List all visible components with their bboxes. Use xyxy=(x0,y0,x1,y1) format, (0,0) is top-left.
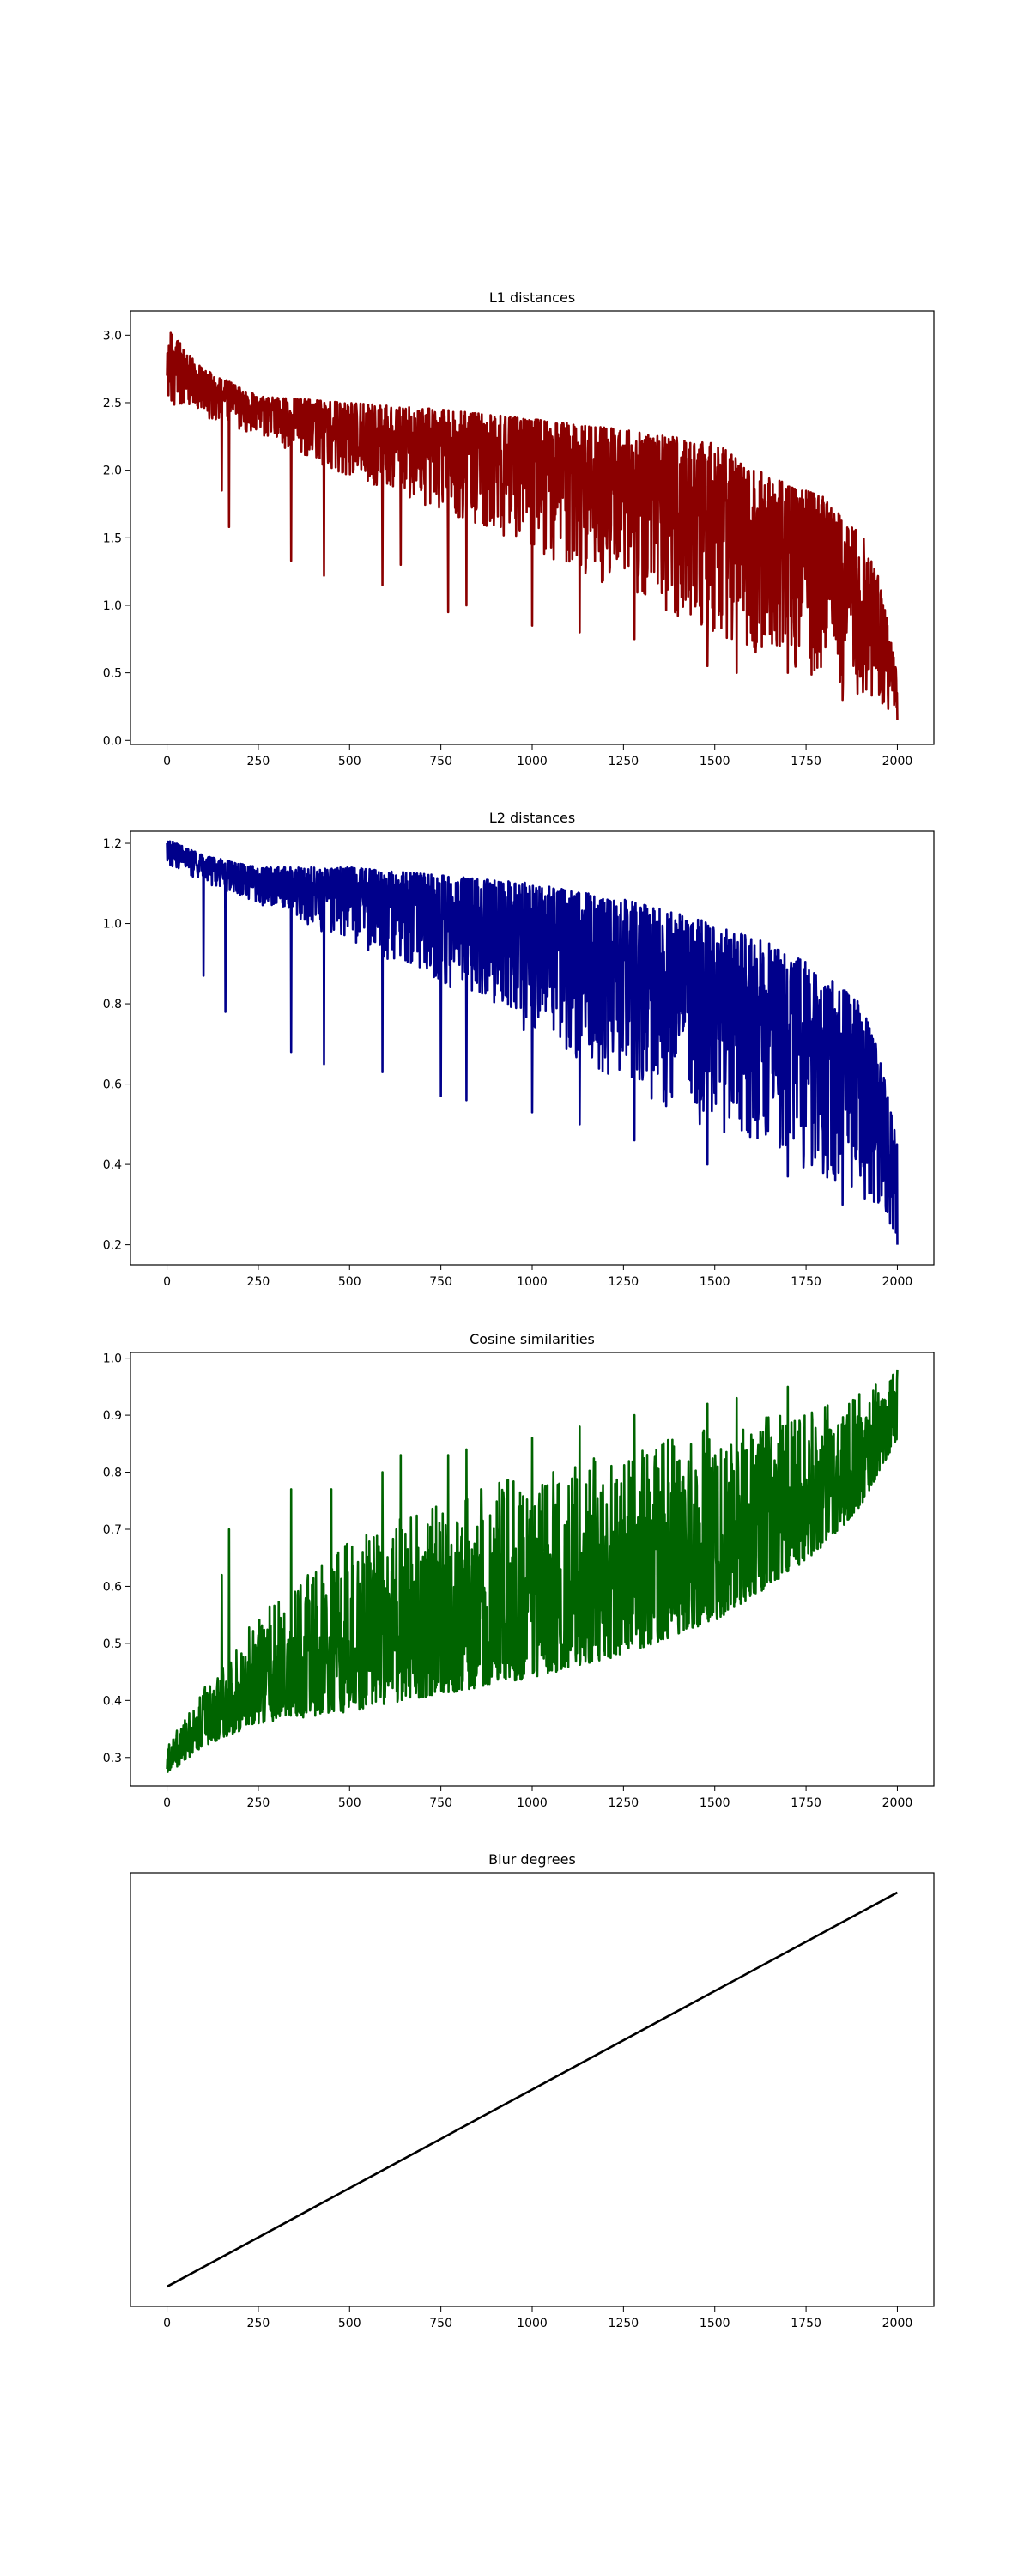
y-tick-label: 0.8 xyxy=(103,1467,122,1480)
y-tick-label: 3.0 xyxy=(103,329,122,343)
y-tick-label: 0.7 xyxy=(103,1523,122,1537)
x-tick-label: 1000 xyxy=(517,2317,548,2330)
x-tick-label: 2000 xyxy=(882,1275,913,1289)
x-tick-label: 2000 xyxy=(882,755,913,769)
y-tick-label: 0.9 xyxy=(103,1409,122,1423)
x-tick-label: 0 xyxy=(163,755,171,769)
x-tick-label: 500 xyxy=(338,1275,361,1289)
x-tick-label: 2000 xyxy=(882,2317,913,2330)
y-tick-label: 2.5 xyxy=(103,397,122,410)
x-tick-label: 500 xyxy=(338,755,361,769)
x-tick-label: 1250 xyxy=(609,2317,639,2330)
x-tick-label: 1750 xyxy=(791,2317,821,2330)
x-tick-label: 750 xyxy=(429,2317,452,2330)
y-tick-label: 0.6 xyxy=(103,1078,122,1092)
y-tick-label: 0.0 xyxy=(103,734,122,748)
chart-3: Blur degrees 0 250 500 750 1000 1250 1500 1750 20… xyxy=(130,1851,935,2330)
x-tick-label: 1500 xyxy=(700,2317,730,2330)
x-tick-label: 0 xyxy=(163,1275,171,1289)
y-tick-label: 1.2 xyxy=(103,837,122,851)
x-tick-label: 2000 xyxy=(882,1796,913,1810)
chart-title: L1 distances xyxy=(489,289,575,306)
x-tick-label: 1000 xyxy=(517,1796,548,1810)
chart-title: L2 distances xyxy=(489,810,575,826)
series-line xyxy=(166,1891,899,2288)
x-tick-label: 1000 xyxy=(517,755,548,769)
x-tick-label: 250 xyxy=(247,2317,270,2330)
y-tick-label: 0.8 xyxy=(103,998,122,1012)
x-tick-label: 750 xyxy=(429,1796,452,1810)
y-tick-label: 0.4 xyxy=(103,1158,122,1172)
y-tick-label: 0.6 xyxy=(103,1580,122,1594)
chart-title: Blur degrees xyxy=(488,1851,576,1868)
x-tick-label: 1250 xyxy=(609,1275,639,1289)
y-tick-label: 1.0 xyxy=(103,599,122,613)
x-tick-label: 250 xyxy=(247,755,270,769)
chart-title: Cosine similarities xyxy=(470,1331,595,1347)
y-tick-label: 1.0 xyxy=(103,1352,122,1366)
y-tick-label: 0.2 xyxy=(103,1239,122,1253)
series-line xyxy=(166,331,899,720)
chart-0: L1 distances 0 250 500 750 1000 1250 1500 1750 20… xyxy=(103,289,935,769)
x-tick-label: 500 xyxy=(338,2317,361,2330)
y-tick-label: 0.4 xyxy=(103,1694,122,1708)
x-tick-label: 0 xyxy=(163,1796,171,1810)
x-tick-label: 1250 xyxy=(609,1796,639,1810)
series-line xyxy=(166,840,899,1245)
chart-1: L2 distances 0 250 500 750 1000 1250 1500 1750 20… xyxy=(103,810,935,1289)
chart-2: Cosine similarities 0 250 500 750 1000 1250 150… xyxy=(103,1331,935,1810)
x-tick-label: 1500 xyxy=(700,1275,730,1289)
series-line xyxy=(166,1369,899,1773)
y-tick-label: 2.0 xyxy=(103,465,122,478)
x-tick-label: 1500 xyxy=(700,1796,730,1810)
x-tick-label: 1750 xyxy=(791,1275,821,1289)
x-tick-label: 1500 xyxy=(700,755,730,769)
x-tick-label: 750 xyxy=(429,755,452,769)
y-tick-label: 1.0 xyxy=(103,918,122,932)
x-tick-label: 250 xyxy=(247,1275,270,1289)
x-tick-label: 750 xyxy=(429,1275,452,1289)
x-tick-label: 1000 xyxy=(517,1275,548,1289)
y-tick-label: 0.5 xyxy=(103,667,122,681)
x-tick-label: 1750 xyxy=(791,1796,821,1810)
x-tick-label: 0 xyxy=(163,2317,171,2330)
y-tick-label: 1.5 xyxy=(103,532,122,545)
y-tick-label: 0.5 xyxy=(103,1637,122,1651)
x-tick-label: 1750 xyxy=(791,755,821,769)
y-tick-label: 0.3 xyxy=(103,1752,122,1765)
x-tick-label: 500 xyxy=(338,1796,361,1810)
x-tick-label: 250 xyxy=(247,1796,270,1810)
x-tick-label: 1250 xyxy=(609,755,639,769)
